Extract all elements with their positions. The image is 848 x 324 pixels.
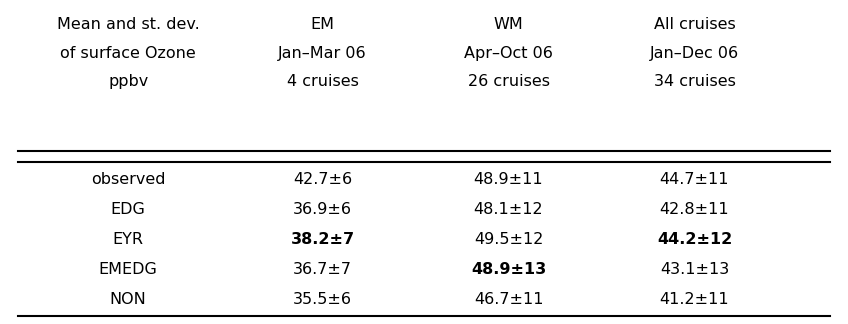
Text: 4 cruises: 4 cruises [287, 74, 359, 89]
Text: 48.9±13: 48.9±13 [471, 262, 546, 277]
Text: ppbv: ppbv [108, 74, 148, 89]
Text: 42.8±11: 42.8±11 [660, 202, 729, 217]
Text: EMEDG: EMEDG [98, 262, 158, 277]
Text: 48.1±12: 48.1±12 [474, 202, 544, 217]
Text: 44.7±11: 44.7±11 [660, 172, 729, 187]
Text: EDG: EDG [111, 202, 146, 217]
Text: 46.7±11: 46.7±11 [474, 292, 544, 307]
Text: 35.5±6: 35.5±6 [293, 292, 352, 307]
Text: observed: observed [91, 172, 165, 187]
Text: NON: NON [109, 292, 147, 307]
Text: 42.7±6: 42.7±6 [293, 172, 352, 187]
Text: Apr–Oct 06: Apr–Oct 06 [464, 46, 553, 61]
Text: EM: EM [310, 17, 335, 32]
Text: 36.9±6: 36.9±6 [293, 202, 352, 217]
Text: 38.2±7: 38.2±7 [291, 232, 354, 247]
Text: 49.5±12: 49.5±12 [474, 232, 544, 247]
Text: 44.2±12: 44.2±12 [657, 232, 732, 247]
Text: 43.1±13: 43.1±13 [660, 262, 729, 277]
Text: 26 cruises: 26 cruises [467, 74, 550, 89]
Text: 48.9±11: 48.9±11 [474, 172, 544, 187]
Text: 34 cruises: 34 cruises [654, 74, 735, 89]
Text: Jan–Dec 06: Jan–Dec 06 [650, 46, 739, 61]
Text: of surface Ozone: of surface Ozone [60, 46, 196, 61]
Text: EYR: EYR [113, 232, 143, 247]
Text: 36.7±7: 36.7±7 [293, 262, 352, 277]
Text: Mean and st. dev.: Mean and st. dev. [57, 17, 199, 32]
Text: 41.2±11: 41.2±11 [660, 292, 729, 307]
Text: WM: WM [494, 17, 523, 32]
Text: Jan–Mar 06: Jan–Mar 06 [278, 46, 367, 61]
Text: All cruises: All cruises [654, 17, 735, 32]
